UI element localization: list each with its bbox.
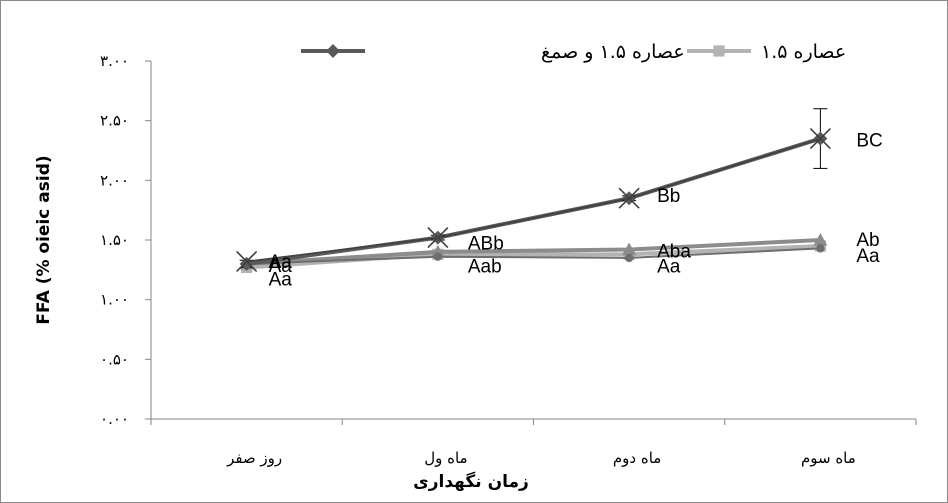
- x-tick-label: روز صفر: [226, 449, 282, 467]
- x-axis-title: زمان نگهداری: [413, 471, 529, 492]
- data-label: Aa: [269, 269, 293, 290]
- series-line: [246, 238, 821, 266]
- data-label: Aba: [657, 242, 691, 263]
- y-tick-label: ۲.۵۰: [100, 112, 129, 130]
- triangle-marker: [622, 242, 637, 256]
- legend-label: عصاره ۱.۵: [761, 41, 846, 63]
- y-axis-title: FFA (% oieic asid): [34, 155, 54, 324]
- data-label: ABb: [468, 234, 504, 255]
- triangle-marker: [430, 244, 445, 258]
- series-line: [246, 247, 821, 265]
- y-tick-label: ۰.۰۰: [100, 410, 129, 428]
- y-tick-label: ۰.۵۰: [100, 350, 129, 368]
- series-line: [246, 137, 821, 263]
- y-tick-label: ۲.۰۰: [100, 171, 129, 189]
- x-marker-stroke: [427, 227, 449, 249]
- circle-marker: [624, 253, 634, 263]
- circle-marker: [816, 244, 825, 253]
- data-label: Aa: [856, 246, 880, 267]
- legend-label: عصاره ۱.۵ و صمغ: [541, 41, 685, 63]
- x-tick-label: ماه دوم: [613, 449, 661, 467]
- square-marker: [713, 45, 725, 57]
- data-label: Aa: [269, 256, 293, 277]
- x-marker-stroke: [236, 250, 258, 273]
- data-label: Ab: [856, 230, 879, 251]
- circle-marker: [433, 252, 443, 261]
- x-marker-stroke: [618, 187, 640, 209]
- x-marker-stroke: [809, 128, 831, 150]
- triangle-marker: [813, 233, 828, 246]
- y-tick-label: ۳.۰۰: [100, 52, 129, 70]
- data-label: Aa: [269, 252, 293, 273]
- y-tick-label: ۱.۰۰: [100, 291, 129, 309]
- data-label: Aa: [657, 256, 681, 277]
- x-tick-label: ماه ول: [424, 449, 467, 467]
- diamond-marker: [326, 44, 340, 58]
- data-label: Aab: [468, 256, 502, 277]
- y-tick-label: ۱.۵۰: [100, 231, 129, 249]
- data-label: BC: [856, 131, 882, 152]
- data-label: Bb: [657, 186, 680, 207]
- x-tick-label: ماه سوم: [801, 449, 856, 467]
